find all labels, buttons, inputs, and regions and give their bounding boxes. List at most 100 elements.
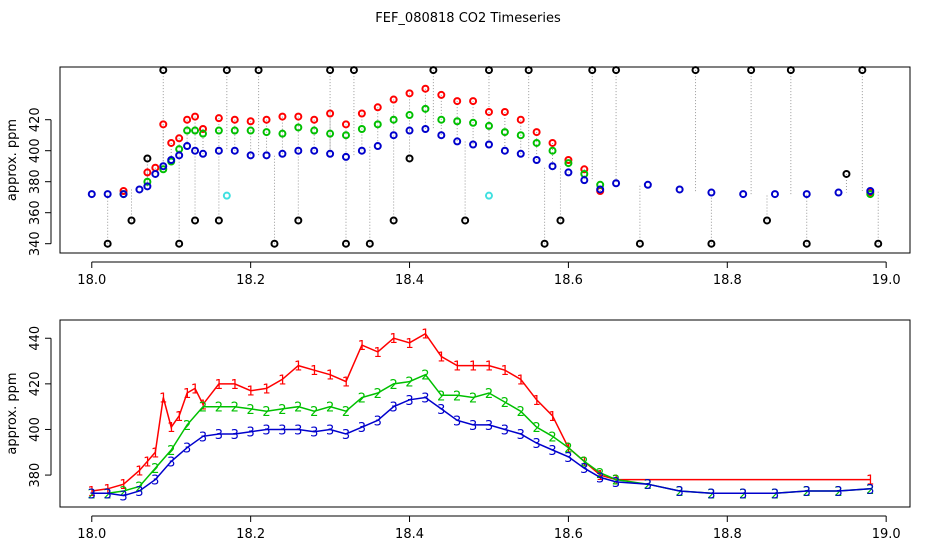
point-series-3 [707, 188, 716, 197]
point-series-3 [675, 185, 684, 194]
point-series-reference [103, 239, 112, 248]
point-series-reference [802, 239, 811, 248]
point-series-2: 2 [215, 401, 223, 416]
point-series-reference [143, 154, 152, 163]
point-series-1: 1 [453, 360, 461, 375]
point-series-3: 3 [517, 428, 525, 443]
point-series-2: 2 [675, 485, 683, 500]
point-series-3 [119, 190, 128, 199]
point-series-3 [421, 125, 430, 133]
point-series-2: 2 [580, 455, 588, 470]
point-series-1 [191, 112, 200, 121]
point-series-1 [341, 120, 350, 129]
point-series-2: 2 [231, 401, 239, 416]
point-series-reference [294, 216, 303, 225]
point-series-2 [500, 128, 509, 137]
point-series-1 [167, 138, 176, 147]
point-series-1 [198, 125, 207, 133]
point-series-2 [564, 159, 573, 168]
line-series-1 [91, 332, 871, 492]
point-series-1 [175, 134, 184, 143]
point-series-3 [596, 185, 605, 194]
point-series-3 [437, 131, 446, 140]
point-series-1 [183, 115, 192, 124]
point-series-1: 1 [374, 346, 382, 361]
point-series-1 [278, 112, 287, 121]
point-series-2 [373, 120, 382, 129]
point-series-3: 3 [675, 485, 683, 500]
point-series-3 [341, 152, 350, 161]
point-series-3 [103, 190, 112, 199]
point-series-2: 2 [548, 430, 556, 445]
point-series-2 [310, 126, 319, 135]
point-series-3: 3 [405, 394, 413, 409]
top-panel: 18.0 18.2 18.4 18.6 18.8 19.0 340 360 380 400 420 a… [5, 66, 911, 288]
point-series-reference [786, 66, 795, 75]
point-series-reference [484, 66, 493, 75]
point-series-1: 1 [231, 378, 239, 393]
y-tick-label: 420 [28, 107, 43, 132]
point-series-3: 3 [485, 419, 493, 434]
point-series-3 [389, 131, 398, 140]
point-series-3: 3 [119, 490, 127, 505]
point-series-3 [191, 146, 200, 155]
point-series-3 [262, 151, 271, 160]
point-series-3 [739, 190, 748, 199]
point-series-1 [453, 97, 462, 106]
point-series-3 [453, 137, 462, 146]
point-series-1: 1 [247, 385, 255, 400]
point-series-reference [389, 216, 398, 225]
point-series-2 [548, 146, 557, 155]
point-series-1: 1 [262, 382, 270, 397]
point-series-reference [341, 239, 350, 248]
point-series-1 [389, 95, 398, 104]
point-series-2 [143, 177, 152, 186]
point-series-2 [262, 128, 271, 137]
point-series-1: 1 [199, 398, 207, 413]
point-series-3 [484, 140, 493, 149]
chart-title: FEF_080818 CO2 Timeseries [375, 11, 561, 26]
point-series-2 [516, 131, 525, 140]
point-series-1: 1 [358, 339, 366, 354]
point-series-3 [643, 180, 652, 189]
point-series-2: 2 [834, 485, 842, 500]
x-tick-label: 19.0 [872, 527, 901, 540]
point-series-1 [310, 115, 319, 124]
point-series-3: 3 [326, 423, 334, 438]
point-series-2: 2 [135, 480, 143, 495]
point-series-3: 3 [310, 426, 318, 441]
point-series-reference [326, 66, 335, 75]
point-series-1: 1 [119, 478, 127, 493]
point-series-2: 2 [262, 405, 270, 420]
point-series-1: 1 [342, 376, 350, 391]
point-series-2 [326, 129, 335, 138]
point-series-3 [278, 149, 287, 158]
point-series-3 [469, 140, 478, 149]
point-series-1: 1 [104, 483, 112, 498]
point-series-3 [373, 142, 382, 151]
x-tick-label: 18.6 [554, 527, 583, 540]
point-series-reference [222, 66, 231, 75]
y-tick-label: 380 [28, 463, 43, 488]
point-series-reference [524, 66, 533, 75]
point-series-3 [580, 176, 589, 185]
point-series-1: 1 [866, 474, 874, 489]
point-series-3 [548, 162, 557, 171]
point-series-3: 3 [612, 476, 620, 491]
point-series-2 [191, 126, 200, 135]
point-series-3 [294, 146, 303, 155]
point-series-2: 2 [151, 462, 159, 477]
x-tick-label: 18.0 [77, 273, 106, 288]
point-series-3 [770, 190, 779, 199]
y-tick-label: 440 [28, 326, 43, 351]
point-series-3: 3 [580, 462, 588, 477]
line-series-2 [91, 373, 871, 495]
point-series-2: 2 [342, 405, 350, 420]
point-series-1 [500, 107, 509, 116]
point-series-3: 3 [421, 392, 429, 407]
point-series-3 [246, 151, 255, 160]
point-series-1: 1 [532, 394, 540, 409]
point-series-3: 3 [231, 428, 239, 443]
point-series-reference [691, 66, 700, 75]
